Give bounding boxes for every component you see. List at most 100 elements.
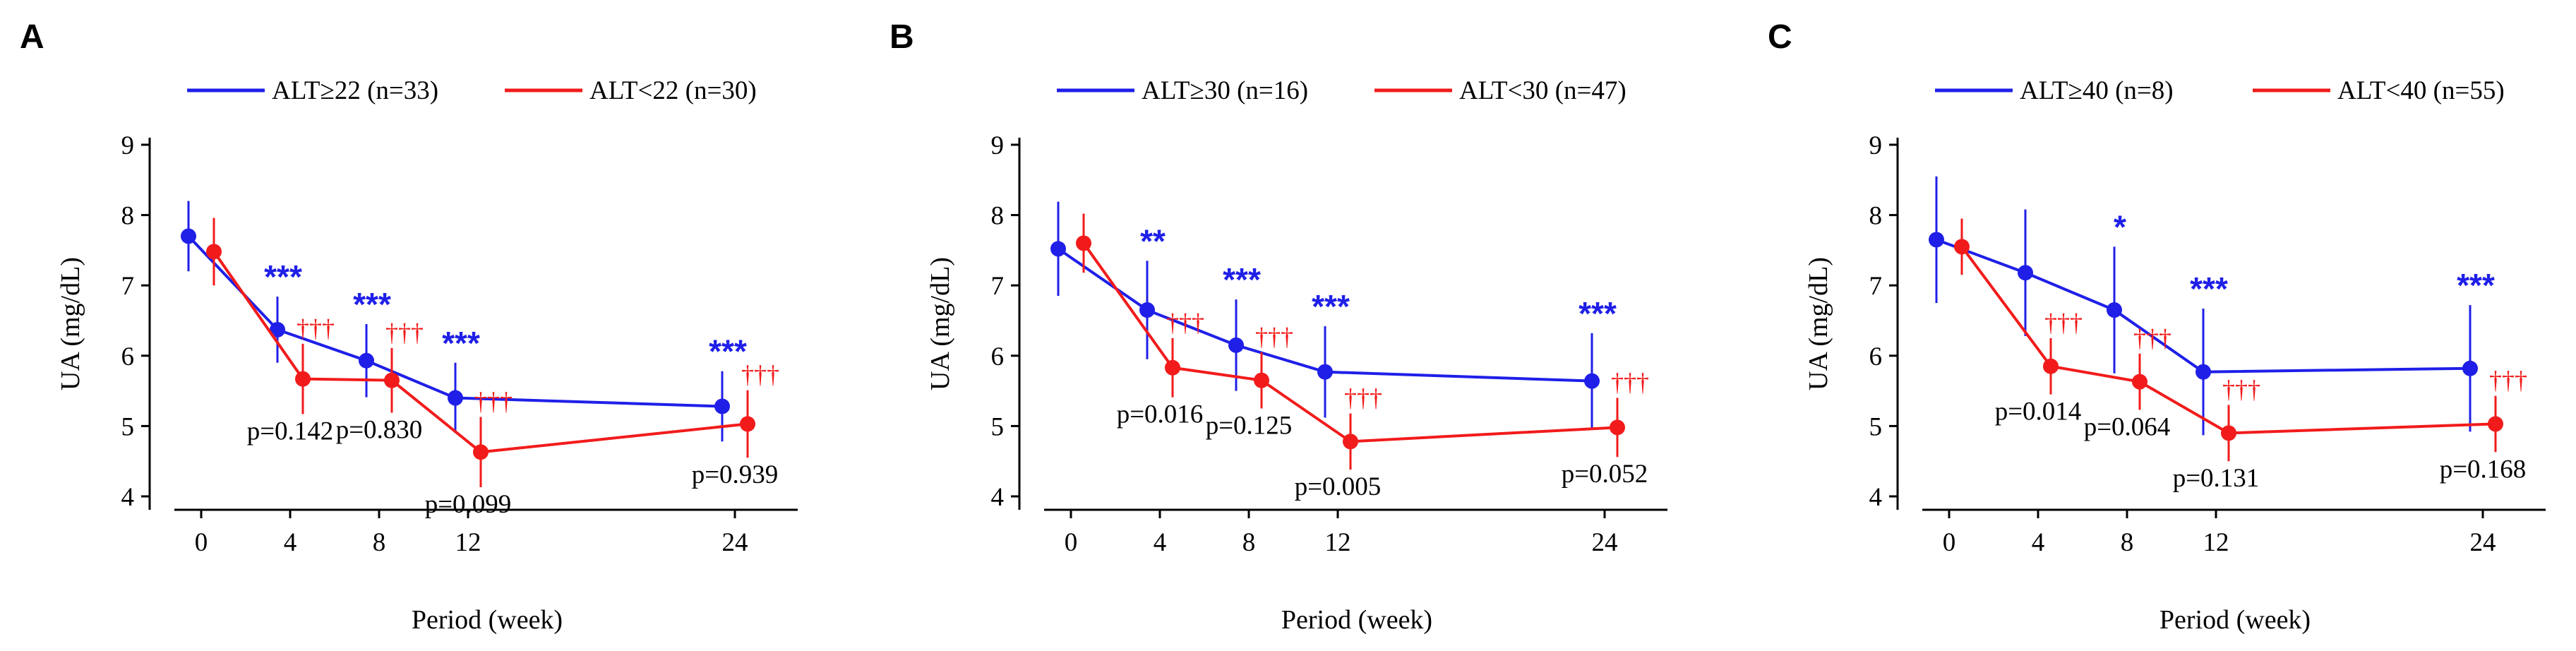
p-value-label: p=0.005 <box>1295 472 1382 501</box>
y-axis-label: UA (mg/dL) <box>925 257 955 390</box>
significance-stars: *** <box>1223 261 1261 298</box>
x-tick-label: 8 <box>2121 528 2134 557</box>
legend-label-low: ALT<40 (n=55) <box>2337 76 2505 105</box>
data-point-low <box>1254 372 1269 388</box>
y-tick-label: 6 <box>1869 342 1883 371</box>
legend-label-low: ALT<22 (n=30) <box>589 76 757 105</box>
data-point-low <box>295 371 311 387</box>
panel-letter: A <box>20 18 44 56</box>
x-tick-label: 12 <box>1325 528 1351 557</box>
significance-daggers: ††† <box>1611 369 1649 397</box>
significance-daggers: ††† <box>2044 309 2083 337</box>
y-tick-label: 4 <box>121 483 135 512</box>
p-value-label: p=0.014 <box>1995 398 2082 426</box>
significance-stars: * <box>2114 208 2126 245</box>
p-value-label: p=0.142 <box>247 417 334 446</box>
panel-letter: B <box>889 18 914 56</box>
y-axis-label: UA (mg/dL) <box>1804 257 1833 390</box>
significance-daggers: ††† <box>1166 309 1204 337</box>
x-tick-label: 0 <box>1065 528 1078 557</box>
y-tick-label: 9 <box>1869 131 1883 160</box>
x-axis-label: Period (week) <box>412 605 563 635</box>
data-point-high <box>181 228 196 244</box>
p-value-label: p=0.016 <box>1117 400 1204 429</box>
chart-panel-c: C ALT≥40 (n=8) ALT<40 (n=55) 4 5 6 7 8 9 UA (mg/d… <box>1768 18 2546 635</box>
significance-stars: *** <box>709 333 747 370</box>
y-tick-label: 7 <box>121 272 135 301</box>
p-value-label: p=0.830 <box>336 415 423 444</box>
y-tick-label: 6 <box>991 342 1005 371</box>
x-tick-label: 12 <box>2203 528 2229 557</box>
p-value-label: p=0.052 <box>1562 460 1648 489</box>
significance-stars: *** <box>1578 295 1617 332</box>
x-tick-label: 24 <box>1592 528 1618 557</box>
panel-letter: C <box>1768 18 1792 56</box>
y-tick-label: 5 <box>1869 412 1883 441</box>
significance-stars: ** <box>1140 222 1166 259</box>
significance-daggers: ††† <box>2133 324 2171 352</box>
data-point-low <box>2488 416 2503 432</box>
significance-stars: *** <box>442 325 480 362</box>
significance-daggers: ††† <box>296 314 335 342</box>
x-tick-label: 4 <box>1154 528 1167 557</box>
significance-stars: *** <box>264 258 302 295</box>
data-point-high <box>1317 364 1333 380</box>
data-point-low <box>2221 425 2236 441</box>
x-tick-label: 24 <box>2470 528 2496 557</box>
data-point-low <box>384 372 400 388</box>
significance-stars: *** <box>353 286 391 323</box>
data-point-low <box>2132 374 2147 390</box>
significance-daggers: ††† <box>2222 376 2260 404</box>
legend-label-high: ALT≥22 (n=33) <box>272 76 438 105</box>
data-point-high <box>714 398 730 414</box>
y-tick-label: 5 <box>121 412 135 441</box>
y-tick-label: 7 <box>1869 272 1883 301</box>
data-point-high <box>1139 302 1155 318</box>
y-tick-label: 6 <box>121 342 135 371</box>
data-point-low <box>1610 419 1625 436</box>
x-tick-label: 8 <box>1242 528 1256 557</box>
y-tick-label: 8 <box>1869 202 1883 231</box>
data-point-high <box>1050 241 1066 257</box>
significance-daggers: ††† <box>741 361 779 389</box>
data-point-low <box>1343 434 1358 450</box>
x-tick-label: 0 <box>1943 528 1956 557</box>
y-tick-label: 4 <box>1869 483 1883 512</box>
data-point-low <box>1165 359 1180 376</box>
data-point-low <box>740 416 755 432</box>
data-point-low <box>206 244 222 260</box>
data-point-low <box>473 444 489 460</box>
significance-daggers: ††† <box>1255 323 1293 351</box>
p-value-label: p=0.064 <box>2084 412 2171 441</box>
significance-daggers: ††† <box>474 387 513 415</box>
y-tick-label: 8 <box>991 202 1005 231</box>
y-tick-label: 9 <box>121 131 135 160</box>
data-point-high <box>1228 337 1244 353</box>
chart-panel-b: B ALT≥30 (n=16) ALT<30 (n=47) 4 5 6 7 8 9 UA (mg/… <box>889 18 1667 635</box>
chart-panel-a: A ALT≥22 (n=33) ALT<22 (n=30) 4 5 6 7 8 9 UA (mg/… <box>20 18 798 635</box>
data-point-low <box>2043 358 2059 374</box>
data-point-high <box>270 321 285 338</box>
legend-label-high: ALT≥30 (n=16) <box>1142 76 1308 105</box>
legend-label-low: ALT<30 (n=47) <box>1459 76 1627 105</box>
x-tick-label: 4 <box>284 528 297 557</box>
significance-stars: *** <box>2457 267 2495 304</box>
p-value-label: p=0.168 <box>2440 455 2527 484</box>
data-point-high <box>2195 364 2211 380</box>
p-value-label: p=0.125 <box>1206 412 1293 441</box>
x-axis-label: Period (week) <box>1281 605 1432 635</box>
data-point-high <box>1929 232 1944 248</box>
data-point-high <box>359 352 374 369</box>
data-point-low <box>1954 239 1970 255</box>
data-point-high <box>2462 360 2478 376</box>
x-tick-label: 0 <box>195 528 208 557</box>
y-tick-label: 4 <box>991 483 1005 512</box>
y-tick-label: 9 <box>991 131 1005 160</box>
p-value-label: p=0.099 <box>425 490 512 519</box>
y-tick-label: 5 <box>991 412 1005 441</box>
y-tick-label: 8 <box>121 202 135 231</box>
x-tick-label: 24 <box>722 528 748 557</box>
significance-daggers: ††† <box>385 318 424 347</box>
data-point-high <box>2018 265 2033 281</box>
